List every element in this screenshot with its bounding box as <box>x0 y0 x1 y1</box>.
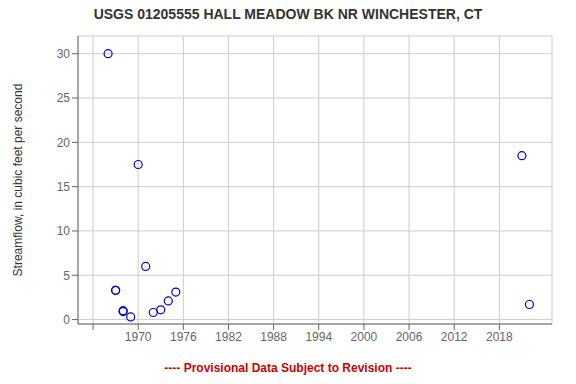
svg-text:1976: 1976 <box>170 330 197 344</box>
svg-text:30: 30 <box>57 47 71 61</box>
svg-text:0: 0 <box>63 313 70 327</box>
svg-text:1982: 1982 <box>215 330 242 344</box>
svg-text:1994: 1994 <box>305 330 332 344</box>
svg-text:2018: 2018 <box>486 330 513 344</box>
svg-text:Streamflow, in cubic feet per: Streamflow, in cubic feet per second <box>11 84 25 277</box>
svg-text:5: 5 <box>63 269 70 283</box>
svg-text:15: 15 <box>57 180 71 194</box>
svg-text:2000: 2000 <box>351 330 378 344</box>
html-text:USGS 01205555 HALL MEADOW BK N: USGS 01205555 HALL MEADOW BK NR WINCHEST… <box>93 6 483 22</box>
svg-text:1988: 1988 <box>260 330 287 344</box>
svg-text:10: 10 <box>57 224 71 238</box>
svg-text:2006: 2006 <box>396 330 423 344</box>
svg-text:1970: 1970 <box>125 330 152 344</box>
html-text:---- Provisional Data Subject: ---- Provisional Data Subject to Revisio… <box>164 361 412 375</box>
svg-text:2012: 2012 <box>441 330 468 344</box>
svg-text:20: 20 <box>57 136 71 150</box>
svg-text:25: 25 <box>57 91 71 105</box>
